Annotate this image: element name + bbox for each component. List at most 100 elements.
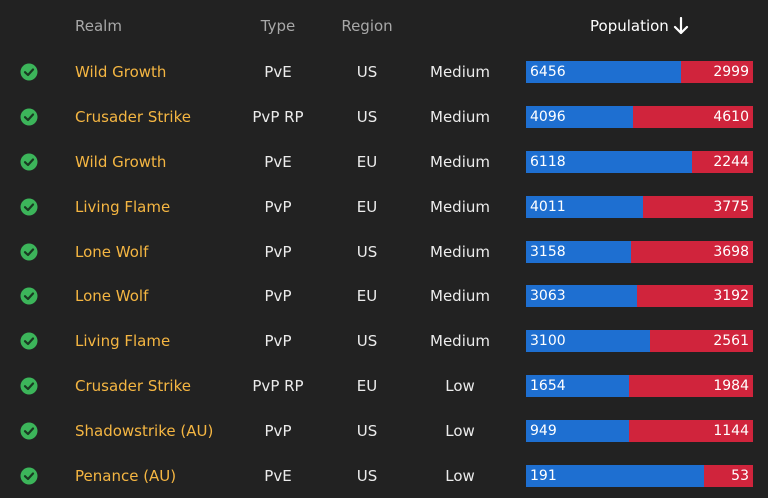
realm-load: Medium bbox=[430, 287, 490, 306]
column-header-population-label: Population bbox=[590, 17, 669, 35]
realm-name[interactable]: Lone Wolf bbox=[75, 287, 149, 306]
population-bar: 4011 3775 bbox=[526, 195, 753, 218]
table-header: Realm Type Region Population bbox=[0, 0, 768, 52]
status-cell bbox=[20, 184, 40, 229]
population-bar-cell: 1654 1984 bbox=[526, 364, 753, 409]
check-circle-icon bbox=[20, 243, 38, 261]
population-bar-cell: 191 53 bbox=[526, 453, 753, 498]
table-row[interactable]: Lone Wolf PvP EU Medium 3063 3192 bbox=[0, 274, 768, 319]
realm-load: Low bbox=[445, 376, 475, 395]
realm-load: Medium bbox=[430, 152, 490, 171]
realm-load: Medium bbox=[430, 108, 490, 127]
column-header-type[interactable]: Type bbox=[260, 17, 296, 35]
status-cell bbox=[20, 50, 40, 95]
realm-type: PvE bbox=[264, 63, 292, 82]
realm-type: PvE bbox=[264, 152, 292, 171]
check-circle-icon bbox=[20, 153, 38, 171]
table-row[interactable]: Penance (AU) PvE US Low 191 53 bbox=[0, 453, 768, 498]
alliance-population: 1654 bbox=[526, 374, 629, 397]
population-bar-cell: 3158 3698 bbox=[526, 229, 753, 274]
horde-population: 2999 bbox=[713, 64, 749, 81]
alliance-population: 949 bbox=[526, 419, 629, 442]
realm-load: Medium bbox=[430, 242, 490, 261]
realm-name[interactable]: Shadowstrike (AU) bbox=[75, 421, 214, 440]
realm-type: PvP RP bbox=[252, 376, 304, 395]
population-bar-cell: 6456 2999 bbox=[526, 50, 753, 95]
realm-region: EU bbox=[356, 376, 378, 395]
realm-region: US bbox=[356, 63, 378, 82]
table-row[interactable]: Crusader Strike PvP RP US Medium 4096 46… bbox=[0, 95, 768, 140]
check-circle-icon bbox=[20, 377, 38, 395]
realm-name[interactable]: Wild Growth bbox=[75, 152, 167, 171]
population-bar-cell: 949 1144 bbox=[526, 408, 753, 453]
realm-type: PvP RP bbox=[252, 108, 304, 127]
check-circle-icon bbox=[20, 332, 38, 350]
table-row[interactable]: Living Flame PvP US Medium 3100 2561 bbox=[0, 319, 768, 364]
table-row[interactable]: Living Flame PvP EU Medium 4011 3775 bbox=[0, 184, 768, 229]
realm-region: US bbox=[356, 466, 378, 485]
population-bar-cell: 6118 2244 bbox=[526, 140, 753, 185]
realm-region: US bbox=[356, 242, 378, 261]
horde-population: 3192 bbox=[713, 288, 749, 305]
horde-population: 1144 bbox=[713, 422, 749, 439]
status-cell bbox=[20, 229, 40, 274]
check-circle-icon bbox=[20, 108, 38, 126]
column-header-region[interactable]: Region bbox=[341, 17, 393, 35]
horde-population: 53 bbox=[731, 467, 749, 484]
realm-type: PvP bbox=[264, 197, 292, 216]
horde-population: 2561 bbox=[713, 333, 749, 350]
realm-name[interactable]: Living Flame bbox=[75, 197, 171, 216]
column-header-population[interactable]: Population bbox=[590, 16, 689, 36]
realm-type: PvE bbox=[264, 466, 292, 485]
realm-region: US bbox=[356, 108, 378, 127]
realm-region: EU bbox=[356, 287, 378, 306]
arrow-down-icon bbox=[673, 17, 689, 35]
population-bar-cell: 4096 4610 bbox=[526, 95, 753, 140]
table-row[interactable]: Shadowstrike (AU) PvP US Low 949 1144 bbox=[0, 408, 768, 453]
check-circle-icon bbox=[20, 422, 38, 440]
realm-name[interactable]: Crusader Strike bbox=[75, 108, 191, 127]
population-bar-cell: 3063 3192 bbox=[526, 274, 753, 319]
table-row[interactable]: Crusader Strike PvP RP EU Low 1654 1984 bbox=[0, 364, 768, 409]
table-row[interactable]: Lone Wolf PvP US Medium 3158 3698 bbox=[0, 229, 768, 274]
realm-region: US bbox=[356, 332, 378, 351]
status-cell bbox=[20, 95, 40, 140]
realm-table-body: Wild Growth PvE US Medium 6456 2999 Crus… bbox=[0, 50, 768, 498]
table-row[interactable]: Wild Growth PvE EU Medium 6118 2244 bbox=[0, 140, 768, 185]
population-bar: 6118 2244 bbox=[526, 150, 753, 173]
alliance-population: 6456 bbox=[526, 61, 681, 84]
population-bar: 6456 2999 bbox=[526, 61, 753, 84]
table-row[interactable]: Wild Growth PvE US Medium 6456 2999 bbox=[0, 50, 768, 95]
alliance-population: 3063 bbox=[526, 285, 637, 308]
status-cell bbox=[20, 274, 40, 319]
alliance-population: 3100 bbox=[526, 330, 650, 353]
realm-name[interactable]: Penance (AU) bbox=[75, 466, 177, 485]
alliance-population: 191 bbox=[526, 464, 704, 487]
horde-population: 3775 bbox=[713, 198, 749, 215]
realm-name[interactable]: Crusader Strike bbox=[75, 376, 191, 395]
horde-population: 1984 bbox=[713, 377, 749, 394]
realm-region: EU bbox=[356, 152, 378, 171]
realm-load: Low bbox=[445, 421, 475, 440]
column-header-realm[interactable]: Realm bbox=[75, 17, 122, 35]
realm-type: PvP bbox=[264, 332, 292, 351]
realm-load: Medium bbox=[430, 63, 490, 82]
population-bar: 1654 1984 bbox=[526, 374, 753, 397]
realm-region: EU bbox=[356, 197, 378, 216]
status-cell bbox=[20, 453, 40, 498]
population-bar: 949 1144 bbox=[526, 419, 753, 442]
status-cell bbox=[20, 364, 40, 409]
realm-load: Low bbox=[445, 466, 475, 485]
horde-population: 2244 bbox=[713, 153, 749, 170]
population-bar: 3158 3698 bbox=[526, 240, 753, 263]
population-bar: 4096 4610 bbox=[526, 106, 753, 129]
check-circle-icon bbox=[20, 63, 38, 81]
realm-name[interactable]: Living Flame bbox=[75, 332, 171, 351]
realm-name[interactable]: Wild Growth bbox=[75, 63, 167, 82]
horde-population: 3698 bbox=[713, 243, 749, 260]
realm-name[interactable]: Lone Wolf bbox=[75, 242, 149, 261]
alliance-population: 4096 bbox=[526, 106, 633, 129]
realm-type: PvP bbox=[264, 287, 292, 306]
population-bar: 3100 2561 bbox=[526, 330, 753, 353]
check-circle-icon bbox=[20, 198, 38, 216]
